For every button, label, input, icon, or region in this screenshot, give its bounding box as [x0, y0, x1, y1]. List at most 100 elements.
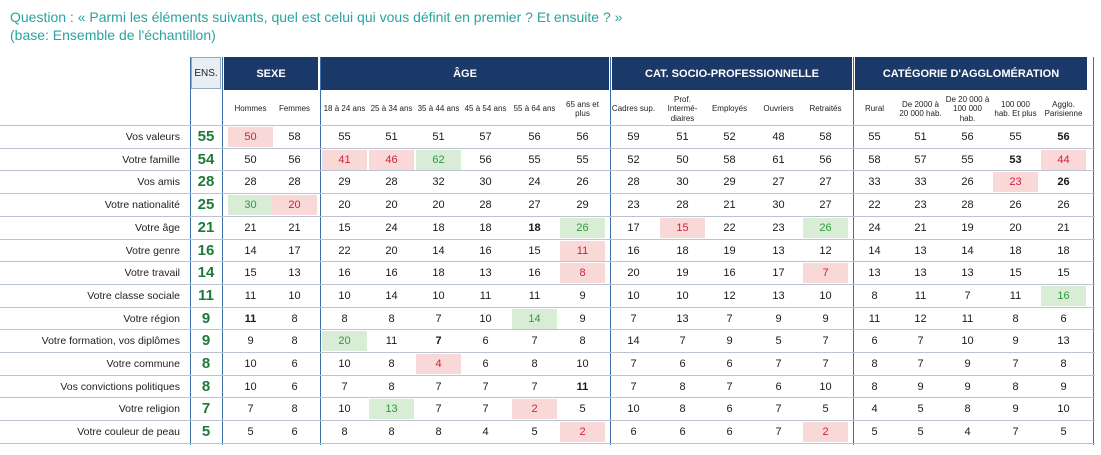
table-cell: 18 [432, 221, 445, 234]
table-cell: 8 [679, 403, 686, 416]
table-cell: 7 [531, 335, 538, 348]
ens-value: 9 [201, 309, 211, 327]
table-cell: 28 [676, 199, 689, 212]
row-divider [0, 329, 1095, 331]
table-cell: 17 [772, 267, 785, 280]
table-cell: 10 [338, 403, 351, 416]
table-cell: 22 [868, 199, 881, 212]
table-cell: 55 [528, 153, 541, 166]
ens-value: 5 [201, 423, 211, 441]
table-cell: 23 [772, 221, 785, 234]
row-divider [0, 125, 1095, 126]
row-divider [0, 193, 1095, 195]
table-cell: 27 [819, 199, 832, 212]
question-title: Question : « Parmi les éléments suivants… [10, 8, 622, 44]
table-cell: 9 [1060, 380, 1067, 393]
table-cell: 16 [385, 267, 398, 280]
table-cell: 6 [871, 335, 878, 348]
table-cell: 7 [435, 403, 442, 416]
table-cell: 12 [723, 289, 736, 302]
table-cell: 8 [531, 358, 538, 370]
row-divider [0, 352, 1095, 353]
table-cell: 16 [627, 244, 640, 257]
table-cell: 29 [338, 176, 351, 189]
column-header: Ouvriers [763, 104, 794, 114]
table-cell: 5 [1060, 426, 1067, 439]
column-header: Femmes [278, 104, 311, 114]
table-cell: 7 [435, 312, 442, 325]
row-divider [0, 420, 1095, 422]
table-cell: 7 [679, 335, 686, 348]
table-cell: 8 [1060, 358, 1067, 370]
table-cell: 9 [1012, 403, 1019, 416]
table-cell: 26 [961, 176, 974, 189]
row-label: Votre commune [106, 358, 180, 370]
ens-value: 21 [197, 218, 215, 236]
table-cell: 7 [917, 335, 924, 348]
table-cell: 15 [528, 244, 541, 257]
table-cell: 14 [627, 335, 640, 348]
table-cell: 11 [914, 289, 927, 302]
table-cell: 11 [528, 289, 541, 302]
table-cell: 14 [961, 244, 974, 257]
table-cell: 7 [775, 358, 782, 370]
table-cell: 7 [482, 380, 489, 393]
column-header: 18 à 24 ans [323, 104, 366, 114]
table-cell: 11 [1009, 289, 1022, 302]
row-label: Votre formation, vos diplômes [41, 335, 180, 348]
table-cell: 15 [244, 267, 257, 280]
table-cell: 53 [1009, 153, 1022, 166]
row-divider [0, 306, 1095, 308]
table-cell: 6 [291, 358, 298, 370]
table-cell: 56 [479, 153, 492, 166]
table-cell: 55 [1009, 131, 1022, 143]
row-divider [0, 261, 1095, 263]
table-cell: 55 [338, 131, 351, 143]
table-cell: 15 [1009, 267, 1022, 280]
table-cell: 18 [479, 221, 492, 234]
table-cell: 29 [723, 176, 736, 189]
row-divider [0, 442, 1095, 444]
table-cell: 28 [244, 176, 257, 189]
table-cell: 7 [822, 358, 829, 370]
table-cell: 8 [341, 312, 348, 325]
table-cell: 20 [385, 199, 398, 212]
table-cell: 7 [775, 403, 782, 416]
table-cell: 13 [676, 312, 689, 325]
column-header: 45 à 54 ans [464, 104, 507, 114]
table-cell: 4 [871, 403, 878, 416]
column-header: 55 à 64 ans [513, 104, 556, 114]
row-divider [0, 374, 1095, 376]
table-cell: 7 [917, 358, 924, 370]
table-cell: 7 [341, 380, 348, 393]
table-cell: 56 [288, 153, 301, 166]
row-divider [0, 397, 1095, 399]
table-cell: 5 [917, 403, 924, 416]
table-cell: 15 [660, 217, 705, 238]
ens-header: ENS. [191, 57, 221, 89]
table-cell: 16 [723, 267, 736, 280]
table-cell: 50 [676, 153, 689, 166]
table-cell: 10 [244, 380, 257, 393]
table-cell: 6 [726, 358, 733, 370]
ens-value: 16 [197, 241, 215, 259]
table-cell: 7 [726, 312, 733, 325]
row-label: Votre genre [125, 244, 180, 257]
table-cell: 56 [528, 131, 541, 143]
ens-value: 28 [197, 173, 215, 191]
column-header: 25 à 34 ans [370, 104, 413, 114]
table-cell: 30 [772, 199, 785, 212]
ens-value: 55 [197, 128, 215, 145]
table-cell: 10 [432, 289, 445, 302]
group-header-age: ÂGE [321, 57, 609, 90]
table-cell: 7 [1012, 358, 1019, 370]
table-cell: 52 [723, 131, 736, 143]
question-text: Question : « Parmi les éléments suivants… [10, 9, 623, 25]
row-label: Votre région [123, 312, 180, 325]
table-cell: 6 [726, 426, 733, 439]
table-cell: 16 [528, 267, 541, 280]
table-cell: 20 [1009, 221, 1022, 234]
column-header: Prof. Intermé-diaires [667, 94, 698, 123]
column-header: 100 000 hab. Et plus [994, 99, 1037, 119]
table-cell: 4 [964, 426, 971, 439]
